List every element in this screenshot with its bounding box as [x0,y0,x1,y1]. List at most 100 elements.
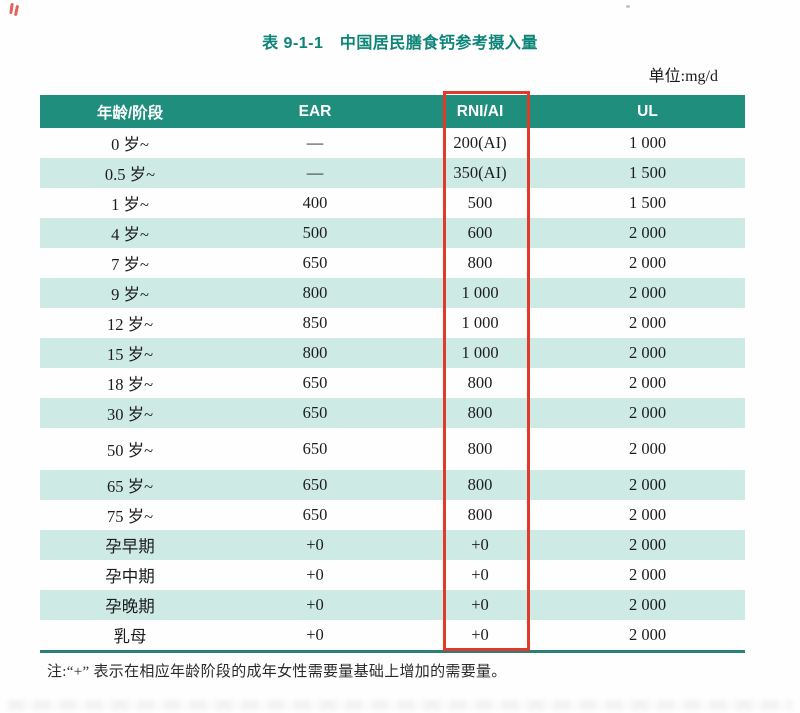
ul-cell: 2 000 [628,313,667,332]
ear-cell: 650 [302,403,328,422]
age-cell: 1 岁~ [111,195,149,214]
ear-cell: 650 [302,475,328,494]
rni-ai-cell: 200(AI) [453,133,507,152]
table-row: 75 岁~ 650 800 2 000 [40,500,745,530]
table-row: 0.5 岁~ — 350(AI) 1 500 [40,158,745,188]
rni-ai-cell: 800 [467,505,493,524]
ul-cell: 2 000 [628,595,667,614]
table-row: 孕晚期 +0 +0 2 000 [40,590,745,620]
ear-cell: 650 [302,253,328,272]
ear-cell: +0 [306,565,324,584]
ul-cell: 2 000 [628,373,667,392]
table-row: 孕早期 +0 +0 2 000 [40,530,745,560]
ul-cell: 2 000 [628,403,667,422]
ul-cell: 2 000 [628,535,667,554]
rni-ai-cell: 500 [467,193,493,212]
ul-cell: 2 000 [628,223,667,242]
ear-cell: 850 [302,313,328,332]
ul-cell: 2 000 [628,475,667,494]
rni-ai-cell: +0 [471,565,489,584]
age-cell: 孕晚期 [105,597,155,616]
rni-ai-cell: +0 [471,535,489,554]
ear-cell: 650 [302,439,328,458]
age-cell: 65 岁~ [106,477,154,496]
ear-cell: +0 [306,595,324,614]
table-row: 65 岁~ 650 800 2 000 [40,470,745,500]
ul-cell: 2 000 [628,625,667,644]
age-cell: 12 岁~ [106,315,154,334]
table-row: 9 岁~ 800 1 000 2 000 [40,278,745,308]
unit-label: 单位:mg/d [648,68,718,85]
col-header-ear: EAR [220,95,410,128]
table-row: 0 岁~ — 200(AI) 1 000 [40,128,745,158]
table-row: 孕中期 +0 +0 2 000 [40,560,745,590]
age-cell: 0 岁~ [111,135,149,154]
col-header-ul: UL [550,95,745,128]
age-cell: 4 岁~ [111,225,149,244]
age-cell: 乳母 [113,627,147,646]
col-header-rni-ai: RNI/AI [410,95,550,128]
rni-ai-cell: 1 000 [461,313,499,332]
rni-ai-cell: 350(AI) [453,163,507,182]
ul-cell: 2 000 [628,283,667,302]
ear-cell: 800 [302,343,328,362]
table-row: 15 岁~ 800 1 000 2 000 [40,338,745,368]
header-row: 年龄/阶段 EAR RNI/AI UL [40,95,745,128]
table-header: 年龄/阶段 EAR RNI/AI UL [40,95,745,128]
rni-ai-cell: 800 [467,475,493,494]
ear-cell: 400 [302,193,328,212]
age-cell: 孕中期 [105,567,155,586]
rni-ai-cell: 800 [467,439,493,458]
age-cell: 30 岁~ [106,405,154,424]
ul-cell: 1 000 [628,133,667,152]
pen-stroke [9,2,14,15]
ear-cell: 500 [302,223,328,242]
table-row: 50 岁~ 650 800 2 000 [40,428,745,470]
table-title: 表 9-1-1 中国居民膳食钙参考摄入量 [262,35,538,52]
age-cell: 15 岁~ [106,345,154,364]
ul-cell: 2 000 [628,505,667,524]
ear-cell: — [306,163,324,182]
ear-cell: 650 [302,373,328,392]
age-cell: 7 岁~ [111,255,149,274]
age-cell: 孕早期 [105,537,155,556]
footnote: 注:“+” 表示在相应年龄阶段的成年女性需要量基础上增加的需要量。 [47,664,507,680]
rni-ai-cell: 800 [467,403,493,422]
rni-ai-cell: +0 [471,625,489,644]
ul-cell: 2 000 [628,565,667,584]
col-header-age: 年龄/阶段 [40,95,220,128]
scan-artifact-strip [8,700,792,710]
table-row: 30 岁~ 650 800 2 000 [40,398,745,428]
age-cell: 50 岁~ [106,441,154,460]
table-row: 乳母 +0 +0 2 000 [40,620,745,652]
age-cell: 18 岁~ [106,375,154,394]
ear-cell: — [306,133,324,152]
scan-speck [626,5,630,8]
ul-cell: 2 000 [628,253,667,272]
rni-ai-cell: +0 [471,595,489,614]
age-cell: 9 岁~ [111,285,149,304]
ear-cell: +0 [306,625,324,644]
ul-cell: 2 000 [628,439,667,458]
ul-cell: 1 500 [628,193,667,212]
rni-ai-cell: 600 [467,223,493,242]
ear-cell: 800 [302,283,328,302]
ear-cell: +0 [306,535,324,554]
rni-ai-cell: 800 [467,253,493,272]
table-body: 0 岁~ —200(AI) 1 000 0.5 岁~ —350(AI) 1 500 1 岁~… [40,128,745,652]
table-row: 4 岁~ 500 600 2 000 [40,218,745,248]
rni-ai-cell: 1 000 [461,283,499,302]
rni-ai-cell: 1 000 [461,343,499,362]
table-row: 12 岁~ 850 1 000 2 000 [40,308,745,338]
table-row: 1 岁~ 400 500 1 500 [40,188,745,218]
age-cell: 0.5 岁~ [104,165,156,184]
table-row: 7 岁~ 650 800 2 000 [40,248,745,278]
table-row: 18 岁~ 650 800 2 000 [40,368,745,398]
rni-ai-cell: 800 [467,373,493,392]
age-cell: 75 岁~ [106,507,154,526]
ear-cell: 650 [302,505,328,524]
ul-cell: 2 000 [628,343,667,362]
pen-stroke [13,4,20,17]
calcium-intake-table: 年龄/阶段 EAR RNI/AI UL 0 岁~ — 200(AI) 1 000 0.5… [40,95,745,653]
